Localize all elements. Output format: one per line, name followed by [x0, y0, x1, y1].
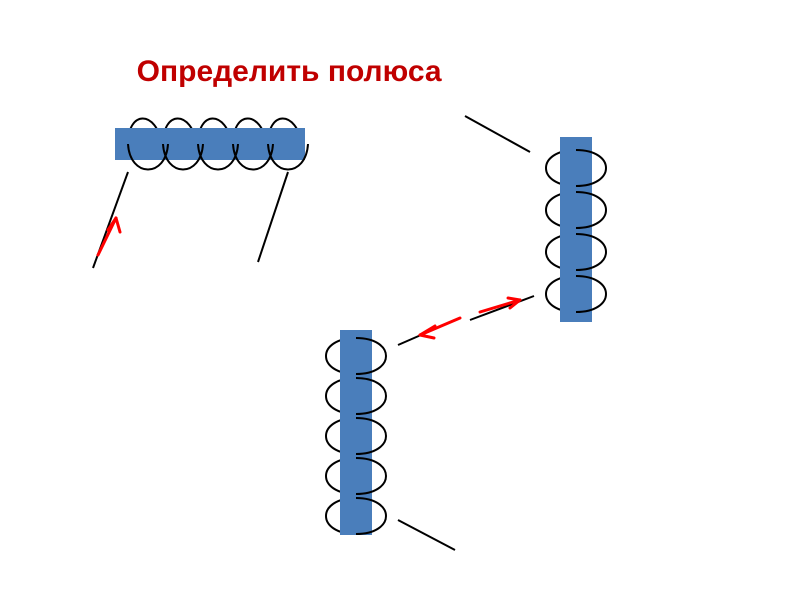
coil-2 [465, 116, 606, 322]
coil-bar [340, 330, 372, 535]
coil-3 [326, 318, 460, 550]
coil-bar [115, 128, 305, 160]
coil-bar [560, 137, 592, 322]
diagram-canvas [0, 0, 800, 600]
coil-1 [93, 119, 308, 269]
